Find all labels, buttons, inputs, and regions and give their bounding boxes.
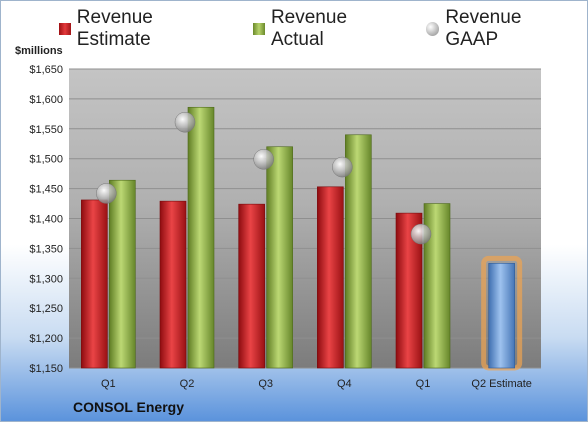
bars: [81, 106, 523, 371]
bar-revenue-estimate: [81, 199, 108, 369]
y-tick-label: $1,450: [29, 184, 63, 196]
bar-revenue-estimate: [238, 203, 265, 369]
x-category-label: Q2 Estimate: [471, 378, 532, 390]
x-category-label: Q2: [180, 378, 195, 390]
legend-label-gaap: Revenue GAAP: [445, 7, 522, 50]
y-tick-label: $1,600: [29, 94, 63, 106]
legend-swatch-actual: [253, 23, 265, 35]
y-tick-label: $1,650: [29, 64, 63, 76]
x-category-label: Q3: [258, 378, 273, 390]
bar-revenue-estimate: [159, 200, 187, 369]
y-tick-label: $1,200: [29, 333, 63, 345]
x-category-label: Q1: [101, 378, 116, 390]
y-tick-label: $1,250: [29, 303, 63, 315]
legend-swatch-estimate: [59, 23, 71, 35]
company-name: CONSOL Energy: [73, 399, 184, 415]
marker-revenue-gaap: [174, 111, 196, 133]
bar-revenue-actual: [266, 146, 293, 369]
y-tick-label: $1,150: [29, 363, 63, 375]
legend-label-actual: Revenue Actual: [270, 7, 348, 50]
legend-label-estimate: Revenue Estimate: [76, 7, 153, 50]
legend-item-actual: Revenue Actual: [253, 7, 401, 51]
bar-revenue-actual: [345, 134, 372, 369]
marker-revenue-gaap: [332, 156, 353, 178]
x-axis-categories: Q1 Q2 Q3 Q4 Q1 Q2 Estimate: [101, 378, 532, 390]
bar-revenue-estimate-forecast: [488, 263, 515, 369]
x-category-label: Q1: [416, 378, 431, 390]
y-tick-label: $1,350: [29, 243, 63, 255]
x-category-label: Q4: [337, 378, 352, 390]
marker-revenue-gaap: [253, 149, 274, 170]
bar-revenue-estimate: [317, 186, 344, 369]
legend-swatch-gaap: [425, 22, 440, 36]
y-tick-label: $1,550: [29, 124, 63, 136]
y-axis-unit-label: $millions: [15, 45, 63, 57]
marker-revenue-gaap: [96, 183, 117, 204]
marker-revenue-gaap: [410, 223, 432, 245]
legend-item-gaap: Revenue GAAP: [425, 7, 577, 51]
y-axis-ticks: $1,150 $1,200 $1,250 $1,300 $1,350 $1,400 $1,4…: [29, 64, 63, 375]
y-tick-label: $1,400: [29, 214, 63, 226]
y-tick-label: $1,300: [29, 273, 63, 285]
y-tick-label: $1,500: [29, 154, 63, 166]
bar-revenue-actual: [109, 179, 136, 369]
gridlines: [69, 68, 541, 369]
bar-revenue-actual: [187, 106, 215, 369]
legend: Revenue Estimate Revenue Actual Revenue …: [59, 7, 577, 50]
legend-item-estimate: Revenue Estimate: [59, 7, 229, 51]
